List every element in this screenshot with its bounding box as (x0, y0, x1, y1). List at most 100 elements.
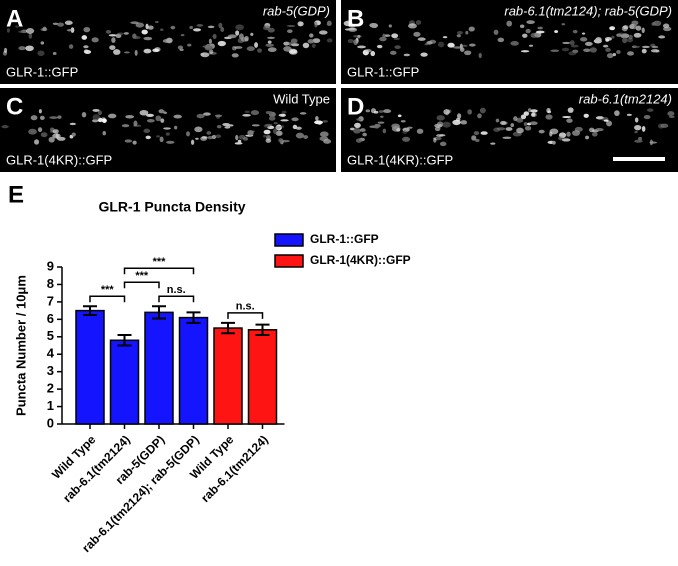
puncta (102, 131, 106, 136)
puncta (453, 46, 462, 49)
puncta (376, 44, 383, 49)
puncta (263, 25, 271, 31)
puncta (218, 22, 223, 29)
puncta (570, 44, 579, 48)
puncta (456, 31, 463, 35)
puncta (457, 113, 462, 119)
puncta (141, 29, 148, 35)
puncta (408, 23, 417, 29)
puncta (402, 130, 408, 134)
puncta (1, 125, 9, 129)
puncta (606, 53, 614, 59)
puncta (605, 38, 610, 42)
puncta (631, 20, 639, 26)
puncta (18, 46, 26, 51)
puncta (434, 123, 443, 128)
puncta (123, 51, 130, 54)
puncta (160, 118, 165, 123)
puncta (217, 40, 226, 47)
puncta (180, 34, 185, 37)
puncta (237, 139, 242, 143)
puncta (132, 140, 137, 145)
puncta (278, 113, 286, 117)
puncta (145, 135, 151, 140)
puncta (347, 39, 354, 44)
puncta (263, 134, 267, 138)
puncta (244, 110, 250, 114)
puncta (37, 50, 45, 57)
puncta (364, 48, 372, 53)
significance-bracket (158, 295, 195, 303)
puncta (465, 30, 469, 35)
puncta (18, 30, 27, 33)
significance-bracket (227, 312, 264, 319)
puncta (318, 30, 328, 35)
y-tick-label: 7 (47, 293, 54, 308)
puncta (526, 20, 535, 25)
puncta (281, 110, 287, 114)
puncta (393, 37, 400, 41)
puncta (64, 20, 73, 26)
puncta (71, 132, 76, 137)
puncta (291, 43, 300, 47)
puncta (28, 128, 37, 135)
puncta (290, 38, 298, 44)
significance-label: n.s. (167, 284, 186, 296)
genotype-label: rab-6.1(tm2124); rab-5(GDP) (504, 3, 672, 18)
puncta (464, 50, 472, 56)
puncta (589, 47, 597, 53)
puncta (365, 109, 371, 113)
puncta (207, 25, 215, 29)
puncta (377, 121, 385, 124)
panel-letter: B (347, 5, 364, 32)
puncta (568, 51, 577, 56)
puncta (493, 29, 499, 35)
panel-letter: E (8, 181, 24, 208)
genotype-label: Wild Type (273, 91, 330, 106)
puncta (490, 142, 496, 145)
puncta (502, 136, 512, 139)
puncta (235, 24, 244, 31)
puncta (152, 48, 160, 53)
puncta (83, 45, 89, 49)
puncta (623, 25, 629, 30)
puncta (143, 48, 152, 54)
puncta (240, 37, 249, 42)
puncta (174, 125, 178, 130)
scale-bar (613, 157, 665, 161)
puncta (165, 132, 170, 136)
legend-label: GLR-1::GFP (310, 232, 379, 246)
puncta (583, 113, 589, 118)
puncta (216, 115, 220, 119)
puncta (6, 28, 10, 33)
puncta (286, 24, 296, 27)
puncta (585, 135, 590, 140)
puncta (373, 110, 379, 114)
puncta (394, 45, 401, 50)
puncta (326, 20, 332, 26)
bar (109, 339, 140, 425)
puncta (146, 113, 154, 117)
puncta (629, 24, 638, 30)
puncta (389, 50, 397, 55)
puncta (550, 49, 560, 52)
y-tick-label: 4 (47, 346, 55, 361)
puncta (641, 45, 650, 49)
puncta (506, 20, 513, 27)
puncta (516, 127, 524, 134)
puncta (68, 44, 74, 49)
genotype-label: rab-5(GDP) (263, 3, 330, 18)
puncta (531, 112, 536, 117)
puncta (388, 24, 392, 28)
puncta (634, 130, 638, 134)
puncta (459, 47, 465, 52)
puncta (650, 49, 660, 53)
reporter-label: GLR-1::GFP (347, 64, 419, 79)
puncta (614, 110, 620, 117)
significance-bracket (123, 267, 195, 275)
puncta (382, 33, 386, 40)
puncta (353, 39, 358, 46)
y-tick-label: 5 (47, 328, 54, 343)
y-tick-label: 1 (47, 398, 54, 413)
puncta (278, 138, 284, 143)
